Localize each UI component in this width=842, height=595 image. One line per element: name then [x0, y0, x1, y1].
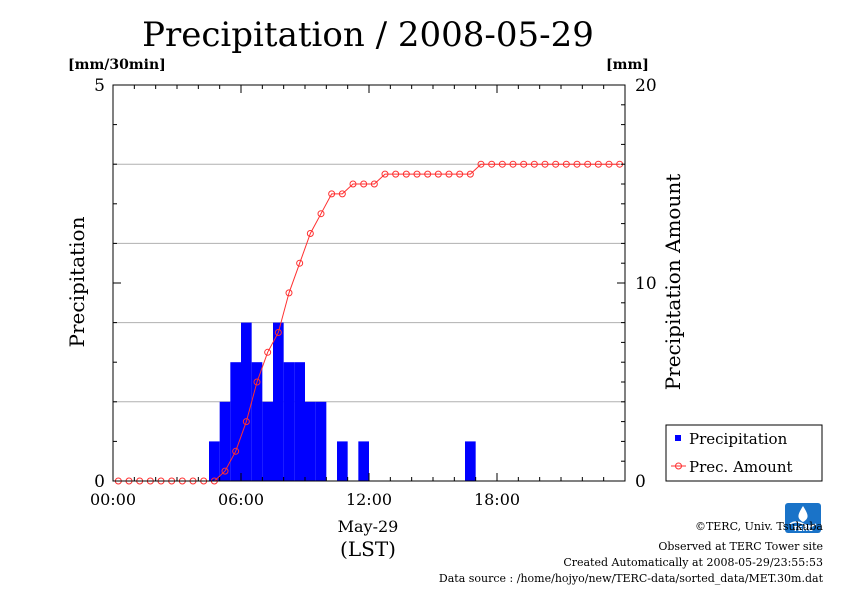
terc-logo: TERC	[785, 503, 821, 533]
amount-point	[253, 378, 261, 386]
precipitation-bar	[273, 322, 284, 481]
legend-bar-swatch	[675, 435, 681, 441]
grid-lines	[113, 163, 625, 403]
x-tick-label: 12:00	[346, 490, 392, 509]
y-right-tick-label: 10	[635, 274, 657, 294]
precipitation-bar	[251, 362, 263, 481]
amount-point	[360, 180, 368, 188]
amount-point	[573, 160, 581, 168]
amount-point	[338, 190, 346, 198]
legend-line-marker	[675, 462, 682, 470]
amount-point	[445, 170, 453, 178]
amount-point	[584, 160, 592, 168]
amount-point	[221, 467, 229, 475]
amount-point	[520, 160, 528, 168]
amount-point	[456, 170, 464, 178]
amount-point	[541, 160, 549, 168]
precipitation-bar	[262, 401, 273, 481]
precipitation-bars	[209, 322, 476, 481]
amount-point	[306, 230, 314, 237]
logo-drop	[798, 506, 808, 522]
amount-point	[498, 160, 506, 168]
amount-point	[605, 160, 613, 168]
amount-point	[285, 289, 293, 297]
amount-point	[509, 160, 517, 168]
right-axis-label: Precipitation Amount	[661, 174, 685, 391]
y-left-tick-label: 0	[94, 472, 105, 492]
left-axis-unit: [mm/30min]	[68, 57, 166, 73]
precipitation-bar	[337, 441, 348, 481]
precipitation-bar	[230, 362, 241, 481]
precipitation-bar	[283, 362, 295, 481]
credit-created: Created Automatically at 2008-05-29/23:5…	[563, 556, 823, 569]
amount-point	[274, 329, 282, 336]
precipitation-bar	[465, 441, 476, 481]
plot-frame	[112, 84, 626, 482]
x-tick-label: 18:00	[474, 490, 520, 509]
x-tick-label: 00:00	[90, 490, 136, 509]
precipitation-bar	[219, 401, 231, 481]
precipitation-bar	[305, 401, 316, 481]
precipitation-bar	[294, 362, 305, 481]
precipitation-bar	[358, 441, 369, 481]
x-tick-label: 06:00	[218, 490, 264, 509]
legend-box	[665, 424, 823, 482]
credit-observed: Observed at TERC Tower site	[658, 540, 823, 553]
right-axis-unit: [mm]	[606, 57, 649, 73]
y-right-tick-label: 0	[635, 472, 646, 492]
amount-point	[328, 190, 336, 198]
amount-point	[317, 210, 325, 218]
precipitation-bar	[209, 441, 220, 481]
amount-point	[381, 170, 389, 178]
chart-title: Precipitation / 2008-05-29	[142, 15, 594, 55]
amount-point	[594, 160, 602, 168]
logo-text: TERC	[793, 525, 813, 533]
credit-source: Data source : /home/hojyo/new/TERC-data/…	[439, 572, 824, 585]
amount-point	[530, 160, 538, 168]
tick-labels: 00:00 06:00 12:00 18:00 0 5 0 10 20	[90, 76, 657, 509]
amount-point	[232, 447, 240, 455]
amount-point	[296, 259, 304, 267]
amount-point	[466, 170, 474, 178]
precipitation-bar	[241, 322, 252, 481]
y-left-tick-label: 5	[94, 76, 105, 96]
amount-point	[402, 170, 410, 178]
amount-point	[349, 180, 357, 188]
left-axis-label: Precipitation	[65, 216, 89, 347]
precipitation-bar	[315, 401, 327, 481]
amount-point	[488, 160, 496, 168]
axis-ticks	[112, 84, 626, 482]
amount-point	[370, 180, 378, 188]
amount-point	[477, 160, 485, 168]
x-axis-label: (LST)	[340, 537, 396, 561]
amount-point	[413, 170, 421, 178]
y-right-tick-label: 20	[635, 76, 657, 96]
amount-point	[424, 170, 432, 178]
amount-point	[552, 160, 560, 168]
legend: Precipitation Prec. Amount	[665, 424, 823, 482]
legend-precipitation: Precipitation	[689, 430, 788, 448]
logo-wave	[789, 521, 817, 527]
amount-point	[392, 170, 400, 178]
amount-point	[562, 160, 570, 168]
credit-copyright: ©TERC, Univ. Tsukuba	[695, 520, 823, 533]
x-date-label: May-29	[338, 517, 399, 536]
amount-point	[434, 170, 442, 178]
amount-point	[242, 418, 250, 426]
legend-amount: Prec. Amount	[689, 458, 793, 476]
amount-point	[264, 348, 272, 356]
